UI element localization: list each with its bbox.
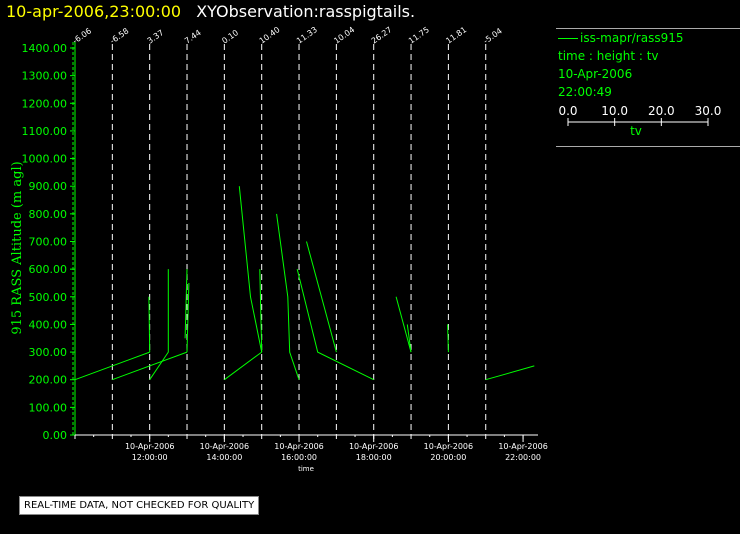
x-tick-date: 10-Apr-2006 [424,442,473,451]
y-tick-label: 1200.00 [22,97,68,110]
x-tick-date: 10-Apr-2006 [125,442,174,451]
x-tick-date: 10-Apr-2006 [349,442,398,451]
marker-label: 10.40 [258,25,282,46]
series-segment [149,269,169,380]
series-segment [276,213,300,380]
legend-series-label: iss-mapr/rass915 [580,31,684,45]
series-swatch [558,38,578,39]
y-tick-label: 1400.00 [22,42,68,55]
x-tick-time: 20:00:00 [430,453,466,462]
legend-rule-top [556,28,740,29]
y-tick-label: 400.00 [29,318,68,331]
marker-label: -6.06 [71,26,93,45]
series-layer [74,186,535,381]
series-segment [238,186,263,353]
marker-label: -5.04 [482,26,504,45]
legend-rule-bottom [556,146,740,147]
y-tick-label: 1300.00 [22,70,68,83]
series-segment [184,269,188,339]
series-segment [224,351,262,381]
title-bar: 10-apr-2006,23:00:00 XYObservation:rassp… [6,2,415,21]
x-tick-time: 18:00:00 [356,453,392,462]
marker-label: 0.10 [220,28,240,46]
series-segment [148,296,151,353]
marker-label: 7.44 [183,28,203,46]
series-segment [447,324,449,353]
y-tick-label: 700.00 [29,236,68,249]
y-tick-label: 500.00 [29,291,68,304]
x-tick-time: 22:00:00 [505,453,541,462]
series-segment [112,351,188,381]
marker-label: 3.37 [146,28,166,46]
tv-scale: 0.0 10.0 20.0 30.0 tv [558,104,722,138]
series-segment [259,269,263,353]
quality-notice: REAL-TIME DATA, NOT CHECKED FOR QUALITY [19,496,260,515]
y-axis-label: 915 RASS Altitude (m agl) [10,161,25,334]
legend-time: 22:00:49 [558,85,612,99]
y-tick-label: 200.00 [29,374,68,387]
scale-tick-label: 20.0 [648,104,675,118]
y-tick-label: 1000.00 [22,153,68,166]
legend-series: iss-mapr/rass915 [558,29,740,47]
series-segment [406,324,412,353]
x-tick-date: 10-Apr-2006 [498,442,547,451]
y-tick-label: 800.00 [29,208,68,221]
y-tick-label: 0.00 [43,429,68,442]
series-segment [395,296,412,353]
legend-description: time : height : tv [558,49,659,63]
legend: iss-mapr/rass915 time : height : tv 10-A… [556,28,740,147]
x-tick-time: 16:00:00 [281,453,317,462]
marker-label: 11.75 [407,25,431,46]
y-tick-label: 900.00 [29,180,68,193]
tv-scale-label: tv [630,124,642,138]
series-segment [306,241,337,353]
scale-tick-label: 10.0 [601,104,628,118]
x-tick-date: 10-Apr-2006 [200,442,249,451]
series-segment [485,365,535,381]
legend-date: 10-Apr-2006 [558,67,633,81]
observation-name: XYObservation:rasspigtails. [196,2,416,21]
y-tick-label: 100.00 [29,401,68,414]
x-tick-time: 14:00:00 [206,453,242,462]
marker-label: 11.33 [295,25,319,46]
y-tick-label: 1100.00 [22,125,68,138]
y-tick-label: 300.00 [29,346,68,359]
series-segment [74,351,150,381]
marker-label: 26.27 [370,25,394,46]
series-segment [186,282,190,353]
scale-tick-label: 30.0 [695,104,722,118]
x-axis-label: time [298,465,314,473]
y-tick-label: 600.00 [29,263,68,276]
marker-label: -6.58 [108,26,130,45]
scale-tick-label: 0.0 [558,104,577,118]
x-tick-time: 12:00:00 [132,453,168,462]
x-tick-date: 10-Apr-2006 [274,442,323,451]
axes: 0.00 100.00 200.00 300.00 400.00 500.00 600.00… [22,42,548,462]
series-segment [296,268,374,381]
observation-date: 10-apr-2006,23:00:00 [6,2,182,21]
marker-lines: -6.06 -6.58 3.37 7.44 0.10 10.40 11.33 10.04 26.… [71,25,504,435]
marker-label: 11.81 [444,25,468,46]
marker-label: 10.04 [332,25,356,46]
